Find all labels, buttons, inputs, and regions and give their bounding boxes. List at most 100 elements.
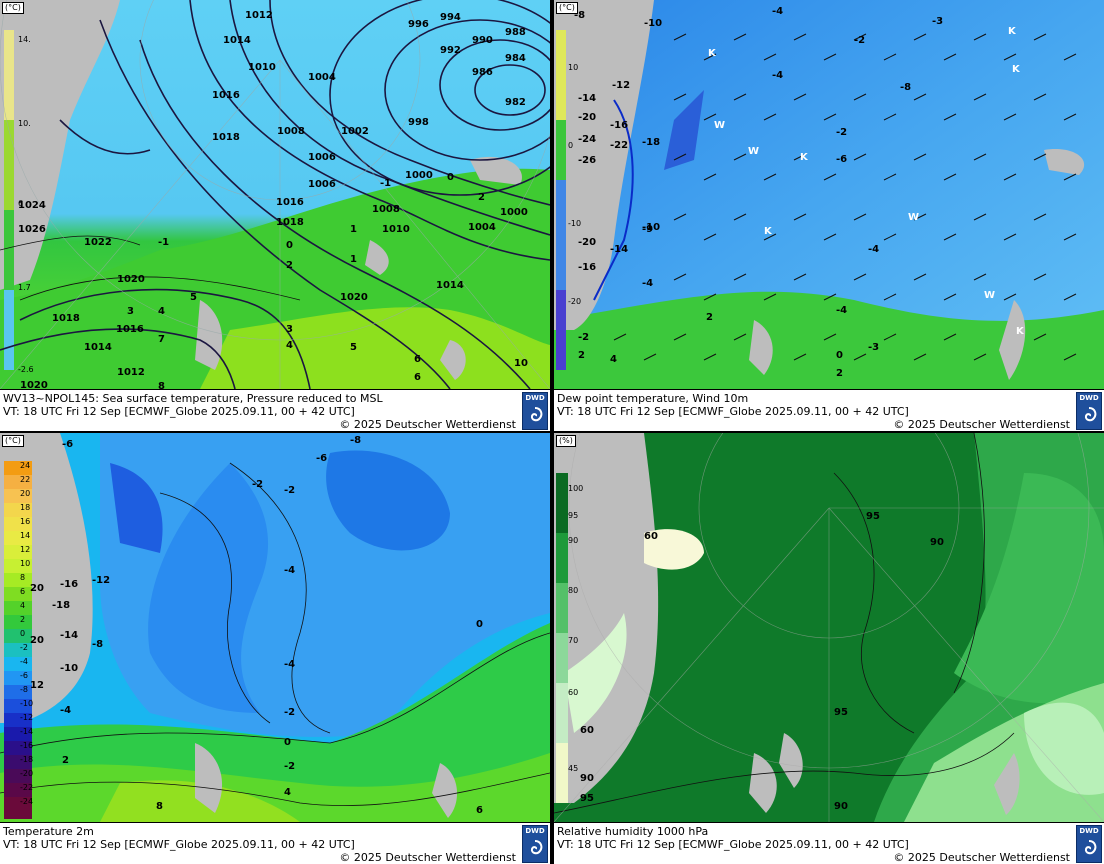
legend-tick: 0 [568, 141, 573, 150]
dewpoint-label: 2 [578, 350, 585, 361]
isobar-label: 990 [472, 35, 493, 46]
panel-dewpoint: -8 -10 -4 -3 -2 -12 -14 -20 -16 -18 -22 … [554, 0, 1104, 431]
swirl-icon [530, 840, 543, 855]
legend-tick: 14. [18, 35, 31, 44]
copyright: © 2025 Deutscher Wetterdienst [893, 418, 1070, 431]
dewpoint-label: -4 [868, 244, 879, 255]
t2m-map-svg: 24 22 20 18 16 14 12 10 8 6 4 2 0 -2 -4 … [0, 433, 550, 822]
isobar-label: 1016 [116, 324, 144, 335]
legend-tick: -10 [568, 219, 581, 228]
unit-label: (°C) [556, 2, 578, 14]
legend-tick: 12 [20, 545, 30, 554]
valid-time: VT: 18 UTC Fri 12 Sep [ECMWF_Globe 2025.… [557, 405, 909, 418]
legend-tick: -14 [20, 727, 33, 736]
legend-tick: -2 [20, 643, 28, 652]
sst-label: 5 [190, 292, 197, 303]
dewpoint-map-svg: -8 -10 -4 -3 -2 -12 -14 -20 -16 -18 -22 … [554, 0, 1104, 389]
unit-label: (°C) [2, 2, 24, 14]
legend-tick: -16 [20, 741, 33, 750]
sst-label: 10 [514, 358, 528, 369]
isobar-label: 1020 [117, 274, 145, 285]
legend-tick: 6 [20, 587, 25, 596]
dewpoint-label: -2 [578, 332, 589, 343]
sst-label: 8 [158, 381, 165, 389]
dwd-logo: DWD [522, 825, 548, 863]
isobar-label: 1014 [84, 342, 112, 353]
dewpoint-label: -16 [610, 120, 628, 131]
isobar-label: 984 [505, 53, 526, 64]
panel-sst: 1012 1014 1010 1016 1018 1008 1004 1002 … [0, 0, 550, 431]
isobar-label: 996 [408, 19, 429, 30]
isobar-label: 1008 [277, 126, 305, 137]
dewpoint-label: -2 [854, 35, 865, 46]
rh-map-svg: 100 95 90 80 70 60 45 95 90 60 95 60 90 … [554, 433, 1104, 822]
dwd-logo: DWD [522, 392, 548, 430]
dewpoint-label: -12 [612, 80, 630, 91]
dewpoint-legend-ticks: 10 0 -10 -20 [568, 63, 581, 306]
rh-label: 95 [580, 793, 594, 804]
dwd-logo: DWD [1076, 392, 1102, 430]
rh-map[interactable]: 100 95 90 80 70 60 45 95 90 60 95 60 90 … [554, 433, 1104, 822]
dewpoint-label: -3 [932, 16, 943, 27]
isobar-label: 1012 [245, 10, 273, 21]
legend-tick: -2.6 [18, 365, 34, 374]
sst-label: 5 [350, 342, 357, 353]
t2m-label: 20 [30, 583, 44, 594]
panel-title: Relative humidity 1000 hPa [557, 825, 709, 838]
isobar-label: 1024 [18, 200, 46, 211]
legend-tick: 1.7 [18, 283, 31, 292]
marker: K [764, 226, 773, 237]
t2m-label: -8 [350, 435, 361, 446]
rh-legend-ticks: 100 95 90 80 70 60 45 [568, 484, 583, 773]
isobar-label: 1006 [308, 179, 336, 190]
legend-tick: 100 [568, 484, 583, 493]
valid-time: VT: 18 UTC Fri 12 Sep [ECMWF_Globe 2025.… [3, 838, 355, 851]
t2m-label: -2 [284, 761, 295, 772]
sst-isobar-labels: 1012 1014 1010 1016 1018 1008 1004 1002 … [18, 10, 528, 389]
isobar-label: 1022 [84, 237, 112, 248]
dwd-logo-text: DWD [1079, 827, 1099, 835]
unit-label: (°C) [2, 435, 24, 447]
legend-tick: 16 [20, 517, 30, 526]
panel-rh: 100 95 90 80 70 60 45 95 90 60 95 60 90 … [554, 433, 1104, 864]
marker: W [748, 146, 759, 157]
rh-legend [556, 473, 568, 803]
isobar-label: 988 [505, 27, 526, 38]
dewpoint-label: -16 [578, 262, 596, 273]
sst-label: 4 [286, 340, 293, 351]
legend-tick: -10 [20, 699, 33, 708]
sst-label: 6 [414, 354, 421, 365]
sst-label: 0 [286, 240, 293, 251]
sst-label: 0 [447, 172, 454, 183]
t2m-label: -6 [316, 453, 327, 464]
sst-label: -1 [158, 237, 169, 248]
dewpoint-map[interactable]: -8 -10 -4 -3 -2 -12 -14 -20 -16 -18 -22 … [554, 0, 1104, 389]
t2m-label: -16 [60, 579, 78, 590]
isobar-label: 1014 [223, 35, 251, 46]
isobar-label: 1018 [52, 313, 80, 324]
t2m-label: 6 [476, 805, 483, 816]
dewpoint-label: 2 [836, 368, 843, 379]
isobar-label: 1000 [500, 207, 528, 218]
dewpoint-label: -10 [644, 18, 662, 29]
sst-map[interactable]: 1012 1014 1010 1016 1018 1008 1004 1002 … [0, 0, 550, 389]
sst-map-svg: 1012 1014 1010 1016 1018 1008 1004 1002 … [0, 0, 550, 389]
panel-title: WV13~NPOL145: Sea surface temperature, P… [3, 392, 383, 405]
swirl-icon [1084, 840, 1097, 855]
rh-label: 60 [580, 725, 594, 736]
sst-label: 3 [127, 306, 134, 317]
dewpoint-label: -26 [578, 155, 596, 166]
isobar-label: 986 [472, 67, 493, 78]
legend-tick: 4 [20, 601, 25, 610]
dewpoint-labels: -8 -10 -4 -3 -2 -12 -14 -20 -16 -18 -22 … [574, 6, 943, 379]
t2m-map[interactable]: 24 22 20 18 16 14 12 10 8 6 4 2 0 -2 -4 … [0, 433, 550, 822]
t2m-label: 8 [156, 801, 163, 812]
legend-tick: 10 [20, 559, 30, 568]
t2m-label: -10 [60, 663, 78, 674]
t2m-label: 0 [284, 737, 291, 748]
dwd-logo: DWD [1076, 825, 1102, 863]
t2m-label: -6 [62, 439, 73, 450]
dewpoint-label: -18 [642, 137, 660, 148]
legend-tick: 90 [568, 536, 578, 545]
legend-tick: -20 [20, 769, 33, 778]
